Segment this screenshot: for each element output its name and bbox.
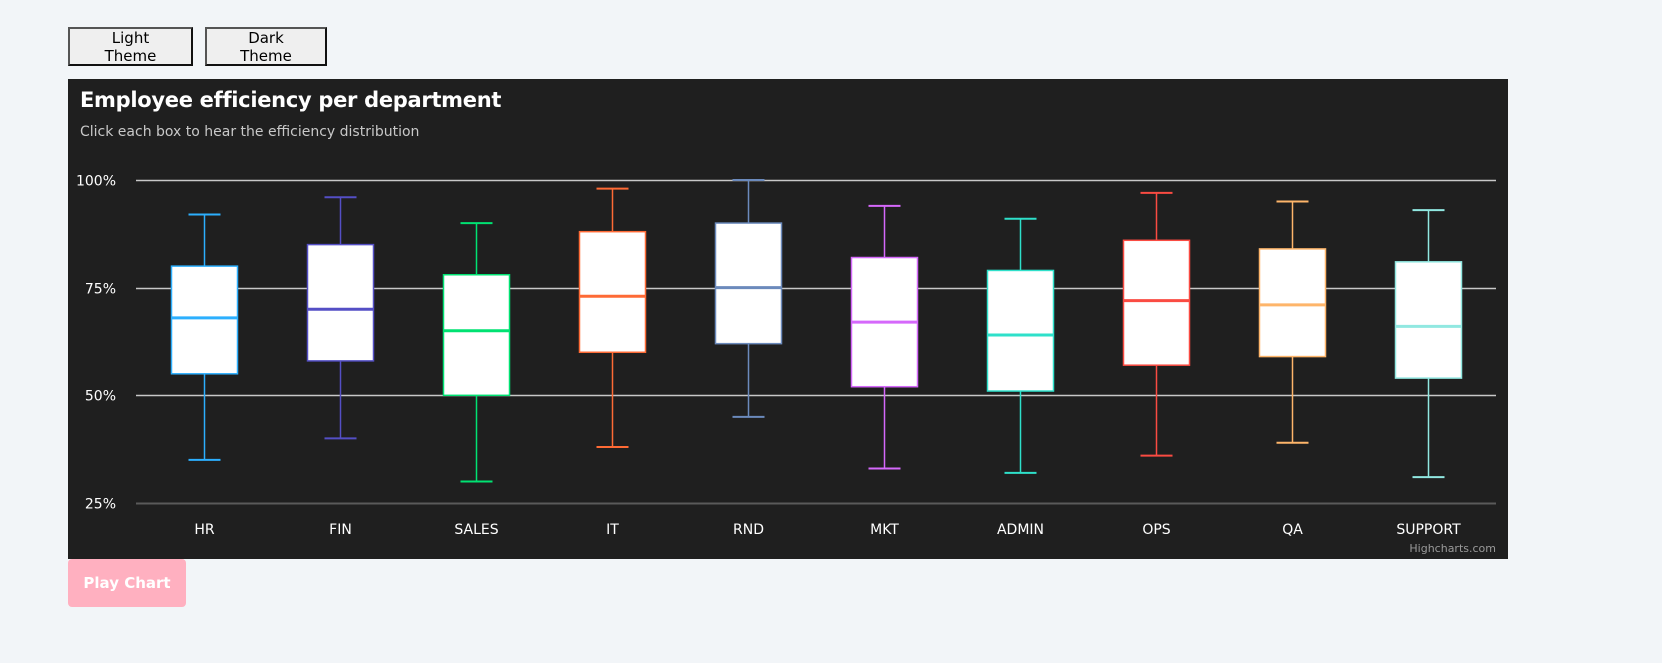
highcharts-credits-link[interactable]: Highcharts.com (1409, 542, 1496, 555)
x-axis-label: MKT (870, 522, 899, 538)
x-axis-label: SALES (454, 522, 498, 538)
x-axis-label: OPS (1142, 522, 1170, 538)
x-axis-label: FIN (329, 522, 352, 538)
x-axis-label: HR (194, 522, 215, 538)
box-iqr (986, 269, 1055, 392)
chart-plot-area: 25% 50% 75% 100% HR FIN SALES IT RND MKT ADMIN OPS Q… (76, 174, 1496, 538)
y-axis-label: 25% (85, 497, 116, 513)
light-theme-button[interactable]: Light Theme (68, 27, 193, 66)
box-iqr (306, 243, 375, 362)
x-axis-label: ADMIN (997, 522, 1044, 538)
y-axis-label: 100% (76, 174, 116, 190)
x-axis-label: QA (1282, 522, 1303, 538)
box-rnd[interactable] (714, 179, 783, 418)
y-axis-label: 50% (85, 389, 116, 405)
box-sales[interactable] (442, 222, 511, 483)
box-ops[interactable] (1122, 191, 1191, 457)
box-iqr (170, 265, 239, 375)
box-it[interactable] (578, 187, 647, 449)
chart-title: Employee efficiency per department (80, 88, 502, 112)
box-iqr (578, 230, 647, 354)
box-mkt[interactable] (850, 204, 919, 470)
dark-theme-button[interactable]: Dark Theme (205, 27, 327, 66)
box-admin[interactable] (986, 217, 1055, 474)
box-iqr (1258, 248, 1327, 358)
box-iqr (1394, 261, 1463, 379)
boxplot-chart: 25% 50% 75% 100% HR FIN SALES IT RND MKT ADMIN OPS Q… (68, 79, 1508, 559)
x-axis-label: SUPPORT (1396, 522, 1461, 538)
box-qa[interactable] (1258, 200, 1327, 444)
y-axis-label: 75% (85, 282, 116, 298)
box-fin[interactable] (306, 196, 375, 440)
x-axis-label: RND (733, 522, 764, 538)
x-axis-label: IT (606, 522, 619, 538)
box-iqr (442, 273, 511, 397)
play-chart-button[interactable]: Play Chart (68, 559, 186, 607)
box-hr[interactable] (170, 213, 239, 461)
box-iqr (714, 222, 783, 345)
box-support[interactable] (1394, 209, 1463, 479)
chart-subtitle: Click each box to hear the efficiency di… (80, 124, 420, 140)
box-iqr (1122, 239, 1191, 366)
